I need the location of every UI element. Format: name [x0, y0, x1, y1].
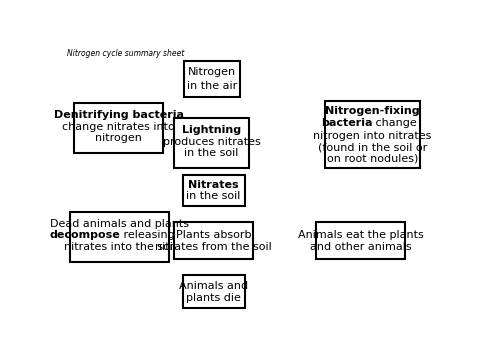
- Text: bacteria: bacteria: [321, 118, 372, 128]
- Text: in the soil: in the soil: [184, 148, 239, 158]
- Text: in the soil: in the soil: [186, 191, 241, 202]
- Text: Nitrogen cycle summary sheet: Nitrogen cycle summary sheet: [67, 49, 184, 58]
- Text: Plants absorb: Plants absorb: [176, 230, 252, 240]
- Bar: [182, 175, 244, 206]
- Text: nitrates into the soil: nitrates into the soil: [64, 242, 176, 252]
- Text: nitrogen into nitrates: nitrogen into nitrates: [314, 131, 432, 140]
- Text: plants die: plants die: [186, 293, 241, 303]
- Text: releasing: releasing: [120, 231, 174, 240]
- Text: Animals eat the plants: Animals eat the plants: [298, 230, 424, 240]
- Text: on root nodules): on root nodules): [327, 154, 418, 164]
- Text: Denitrifying bacteria: Denitrifying bacteria: [54, 110, 184, 120]
- Bar: [70, 211, 170, 262]
- Bar: [325, 101, 420, 168]
- Text: Animals and: Animals and: [179, 281, 248, 291]
- Text: (found in the soil or: (found in the soil or: [318, 142, 427, 152]
- Text: Nitrates: Nitrates: [188, 180, 239, 190]
- Bar: [74, 103, 163, 153]
- Bar: [174, 118, 250, 168]
- Bar: [182, 275, 244, 308]
- Text: decompose: decompose: [49, 231, 120, 240]
- Text: Dead animals and plants: Dead animals and plants: [50, 219, 190, 229]
- Text: and other animals: and other animals: [310, 242, 412, 252]
- Bar: [184, 61, 240, 97]
- Text: change nitrates into: change nitrates into: [62, 122, 175, 132]
- Text: Nitrogen: Nitrogen: [188, 67, 236, 77]
- Text: produces nitrates: produces nitrates: [163, 137, 260, 146]
- Text: nitrates from the soil: nitrates from the soil: [155, 242, 272, 252]
- Text: change: change: [372, 118, 417, 128]
- Text: in the air: in the air: [186, 81, 237, 91]
- Bar: [316, 222, 406, 259]
- Text: Nitrogen-fixing: Nitrogen-fixing: [325, 106, 420, 116]
- Text: Lightning: Lightning: [182, 125, 241, 135]
- Bar: [174, 222, 254, 259]
- Text: nitrogen: nitrogen: [95, 133, 142, 143]
